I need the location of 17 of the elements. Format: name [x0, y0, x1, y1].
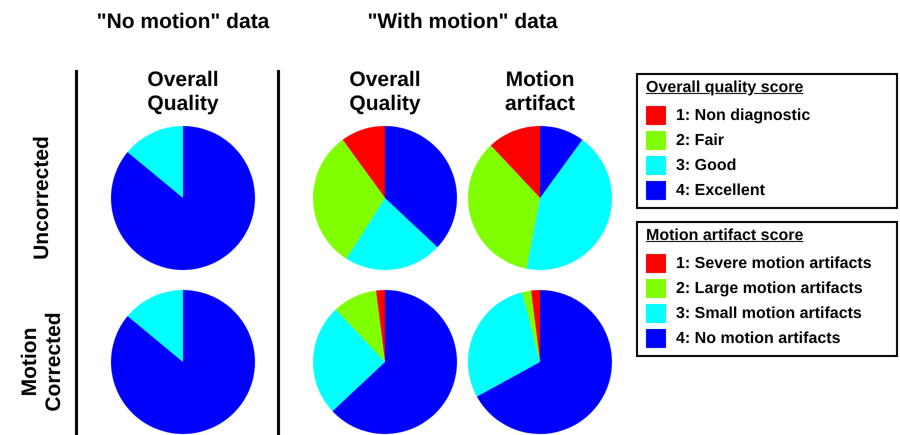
- legend-label: 2: Fair: [676, 132, 724, 150]
- chart-title: Overall Quality: [348, 68, 422, 116]
- legend-label: 4: No motion artifacts: [676, 330, 840, 348]
- legend-label: 1: Severe motion artifacts: [676, 254, 872, 272]
- legend-title: Motion artifact score: [646, 227, 804, 246]
- legend-label: 2: Large motion artifacts: [676, 280, 863, 298]
- legend-label: 3: Good: [676, 156, 736, 174]
- chart-title: Motion artifact: [504, 68, 576, 116]
- chart-title: Overall Quality: [146, 68, 220, 116]
- legend-label: 3: Small motion artifacts: [676, 304, 862, 322]
- legend-title: Overall quality score: [646, 79, 804, 98]
- chart-subtitle: "No motion" data: [96, 10, 270, 34]
- text: Motion Corrected: [17, 311, 66, 414]
- chart-subtitle: "With motion" data: [366, 10, 559, 34]
- legend-label: 4: Excellent: [676, 182, 765, 200]
- legend-label: 1: Non diagnostic: [676, 106, 810, 124]
- text: Uncorrected: [29, 135, 54, 262]
